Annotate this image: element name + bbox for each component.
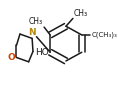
Text: HO: HO	[35, 48, 48, 57]
Text: C(CH₃)₃: C(CH₃)₃	[91, 32, 117, 38]
Text: N: N	[28, 28, 36, 37]
Text: O: O	[8, 53, 16, 62]
Text: CH₃: CH₃	[74, 9, 88, 18]
Text: CH₃: CH₃	[29, 17, 43, 26]
